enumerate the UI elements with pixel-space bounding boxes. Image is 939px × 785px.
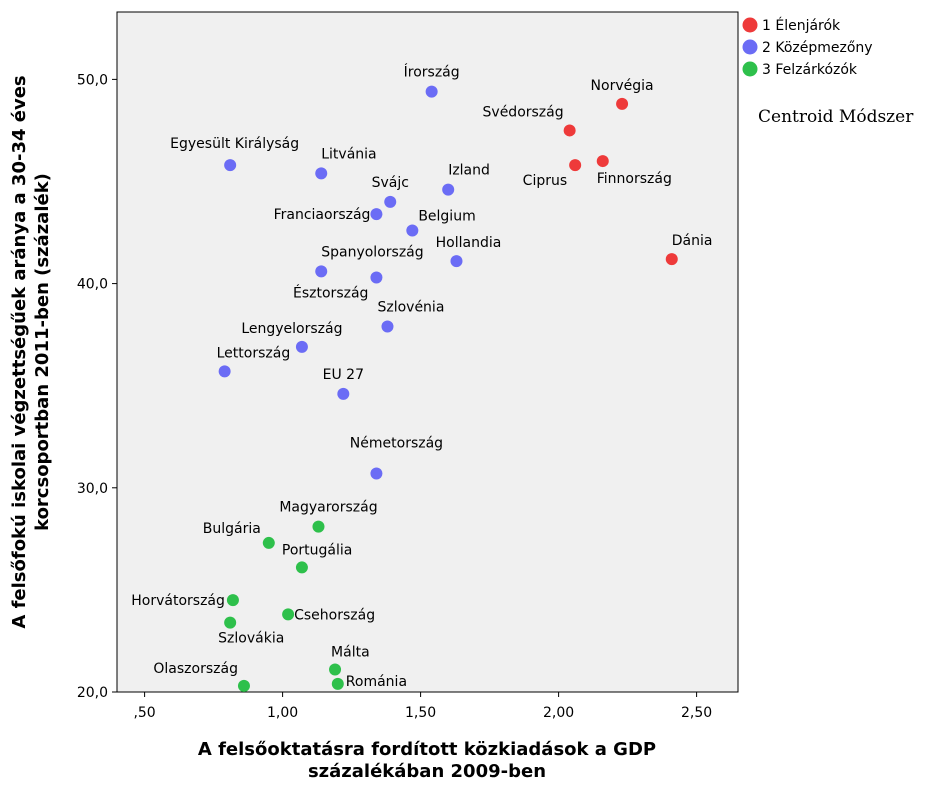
x-axis-title-line1: A felsőoktatásra fordított közkiadások a… bbox=[198, 739, 656, 760]
method-annotation: Centroid Módszer bbox=[758, 107, 914, 127]
point-label: Románia bbox=[346, 674, 407, 690]
data-point bbox=[442, 183, 455, 196]
point-label: Szlovénia bbox=[377, 299, 444, 315]
legend-marker bbox=[742, 17, 758, 33]
legend-marker bbox=[742, 61, 758, 77]
point-label: Csehország bbox=[294, 607, 375, 623]
x-tick-label: 1,00 bbox=[267, 705, 298, 721]
point-label: Svédország bbox=[483, 104, 564, 120]
x-tick-label: ,50 bbox=[133, 705, 155, 721]
data-point bbox=[665, 253, 678, 266]
point-label: Szlovákia bbox=[218, 631, 284, 647]
point-label: Spanyolország bbox=[321, 244, 423, 260]
point-label: Horvátország bbox=[131, 593, 225, 609]
data-point bbox=[224, 159, 237, 172]
data-point bbox=[370, 467, 383, 480]
point-label: Írország bbox=[404, 64, 460, 81]
legend: 1 Élenjárók 2 Középmezőny 3 Felzárkózók bbox=[742, 17, 873, 78]
legend-marker bbox=[742, 39, 758, 55]
point-label: Lettország bbox=[217, 345, 291, 361]
point-label: Finnország bbox=[597, 171, 672, 187]
data-point bbox=[331, 677, 344, 690]
point-label: Egyesült Királyság bbox=[170, 136, 299, 152]
x-tick-label: 1,50 bbox=[405, 705, 436, 721]
point-label: Magyarország bbox=[279, 500, 377, 516]
data-point bbox=[282, 608, 295, 621]
y-axis-title-line1: A felsőfokú iskolai végzettségűek aránya… bbox=[9, 75, 30, 628]
data-point bbox=[337, 387, 350, 400]
data-point bbox=[370, 208, 383, 221]
point-label: Hollandia bbox=[436, 235, 502, 251]
point-label: Belgium bbox=[418, 208, 475, 224]
data-point bbox=[616, 97, 629, 110]
point-label: Lengyelország bbox=[241, 321, 342, 337]
data-point bbox=[596, 155, 609, 168]
point-label: Észtország bbox=[293, 284, 368, 301]
point-label: Norvégia bbox=[591, 78, 654, 94]
data-point bbox=[406, 224, 419, 237]
data-point bbox=[569, 159, 582, 172]
legend-entry: 1 Élenjárók bbox=[762, 17, 841, 34]
x-axis-title-line2: százalékában 2009-ben bbox=[308, 761, 546, 782]
data-point bbox=[315, 265, 328, 278]
data-point bbox=[370, 271, 383, 284]
point-label: Málta bbox=[331, 645, 370, 661]
point-label: Németország bbox=[350, 436, 443, 452]
legend-entry: 3 Felzárkózók bbox=[762, 62, 858, 78]
point-label: Litvánia bbox=[321, 146, 376, 162]
y-tick-label: 40,0 bbox=[77, 277, 108, 293]
y-tick-label: 30,0 bbox=[77, 481, 108, 497]
point-label: Izland bbox=[448, 163, 490, 179]
point-label: EU 27 bbox=[323, 367, 364, 383]
data-point bbox=[329, 663, 342, 676]
y-tick-label: 50,0 bbox=[77, 72, 108, 88]
point-label: Ciprus bbox=[523, 173, 567, 189]
point-label: Portugália bbox=[282, 542, 352, 558]
data-point bbox=[295, 340, 308, 353]
data-point bbox=[224, 616, 237, 629]
data-point bbox=[237, 679, 250, 692]
data-point bbox=[226, 594, 239, 607]
x-tick-label: 2,50 bbox=[681, 705, 712, 721]
data-point bbox=[262, 536, 275, 549]
x-tick-label: 2,00 bbox=[543, 705, 574, 721]
plot-area bbox=[116, 11, 739, 693]
point-label: Franciaország bbox=[274, 207, 371, 223]
point-label: Dánia bbox=[672, 233, 713, 249]
data-point bbox=[425, 85, 438, 98]
data-point bbox=[563, 124, 576, 137]
point-label: Bulgária bbox=[203, 521, 261, 537]
data-point bbox=[295, 561, 308, 574]
y-tick-label: 20,0 bbox=[77, 685, 108, 701]
y-axis: 20,0 30,0 40,0 50,0 bbox=[77, 72, 117, 701]
point-label: Svájc bbox=[372, 175, 409, 191]
data-point bbox=[218, 365, 231, 378]
y-axis-title-line2: korcsoportban 2011-ben (százalék) bbox=[32, 173, 53, 531]
point-label: Olaszország bbox=[153, 661, 238, 677]
legend-entry: 2 Középmezőny bbox=[762, 40, 873, 56]
point-labels: Norvégia Svédország Ciprus Finnország Dánia Í… bbox=[131, 64, 712, 690]
x-axis: ,50 1,00 1,50 2,00 2,50 bbox=[133, 692, 712, 721]
data-point bbox=[312, 520, 325, 533]
data-point bbox=[450, 255, 463, 268]
data-points bbox=[218, 85, 678, 692]
data-point bbox=[381, 320, 394, 333]
data-point bbox=[315, 167, 328, 180]
data-point bbox=[384, 195, 397, 208]
